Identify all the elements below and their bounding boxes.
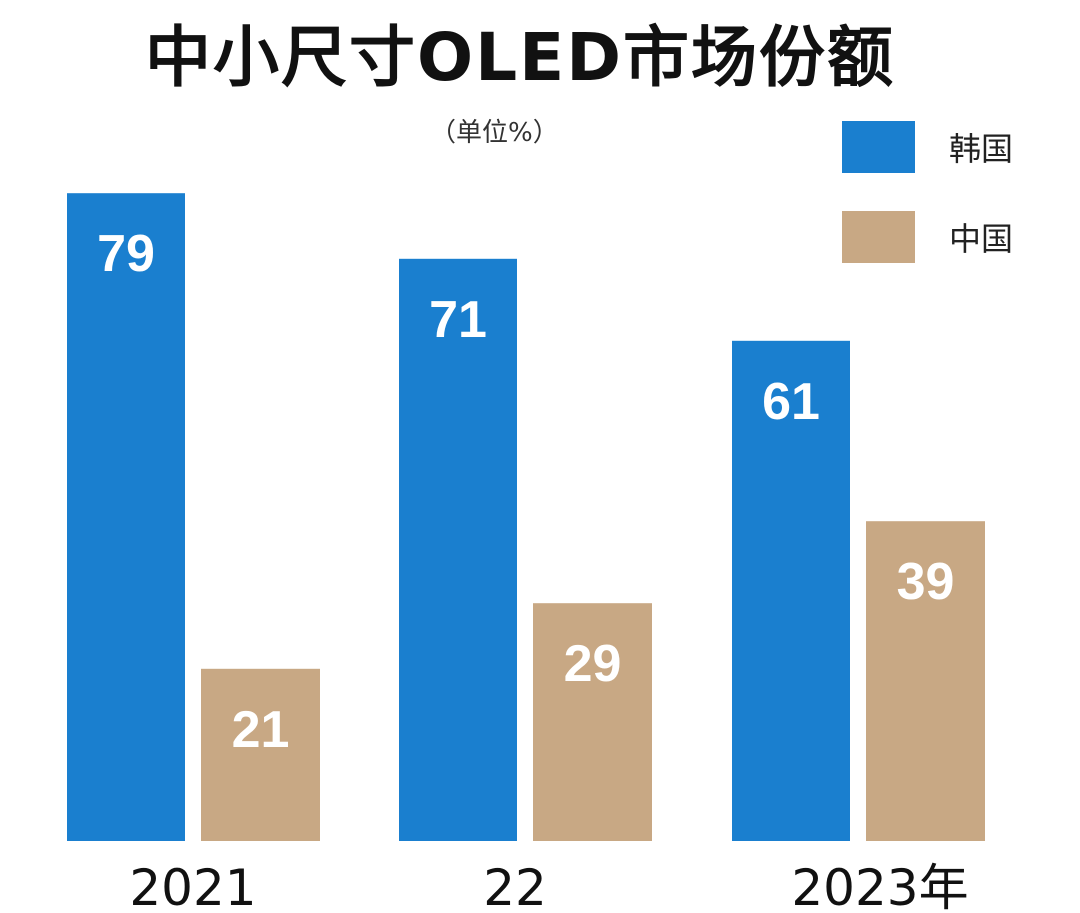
legend-item-korea: 韩国: [842, 121, 1013, 173]
legend-item-china: 中国: [842, 211, 1013, 263]
bar-korea-2: [732, 340, 850, 841]
data-label-china-1: 29: [564, 635, 622, 693]
bar-china-2: [866, 521, 985, 841]
x-tick-label-2: 2023年: [791, 859, 968, 913]
legend-label-china: 中国: [949, 220, 1014, 258]
data-label-korea-0: 79: [97, 225, 155, 283]
chart-title: 中小尺寸OLED市场份额: [144, 19, 896, 96]
data-label-china-2: 39: [897, 553, 955, 611]
data-label-china-0: 21: [232, 701, 290, 759]
data-label-korea-2: 61: [762, 373, 820, 431]
data-label-korea-1: 71: [429, 291, 487, 349]
legend-swatch-china: [842, 211, 915, 263]
bar-korea-1: [399, 258, 517, 841]
x-tick-label-0: 2021: [129, 859, 256, 913]
bar-china-0: [201, 668, 320, 841]
legend-swatch-korea: [842, 121, 915, 173]
unit-label: （单位%）: [430, 118, 559, 148]
x-tick-label-1: 22: [483, 859, 547, 913]
bar-china-1: [533, 603, 652, 841]
legend-label-korea: 韩国: [949, 130, 1014, 168]
bar-korea-0: [67, 193, 185, 841]
